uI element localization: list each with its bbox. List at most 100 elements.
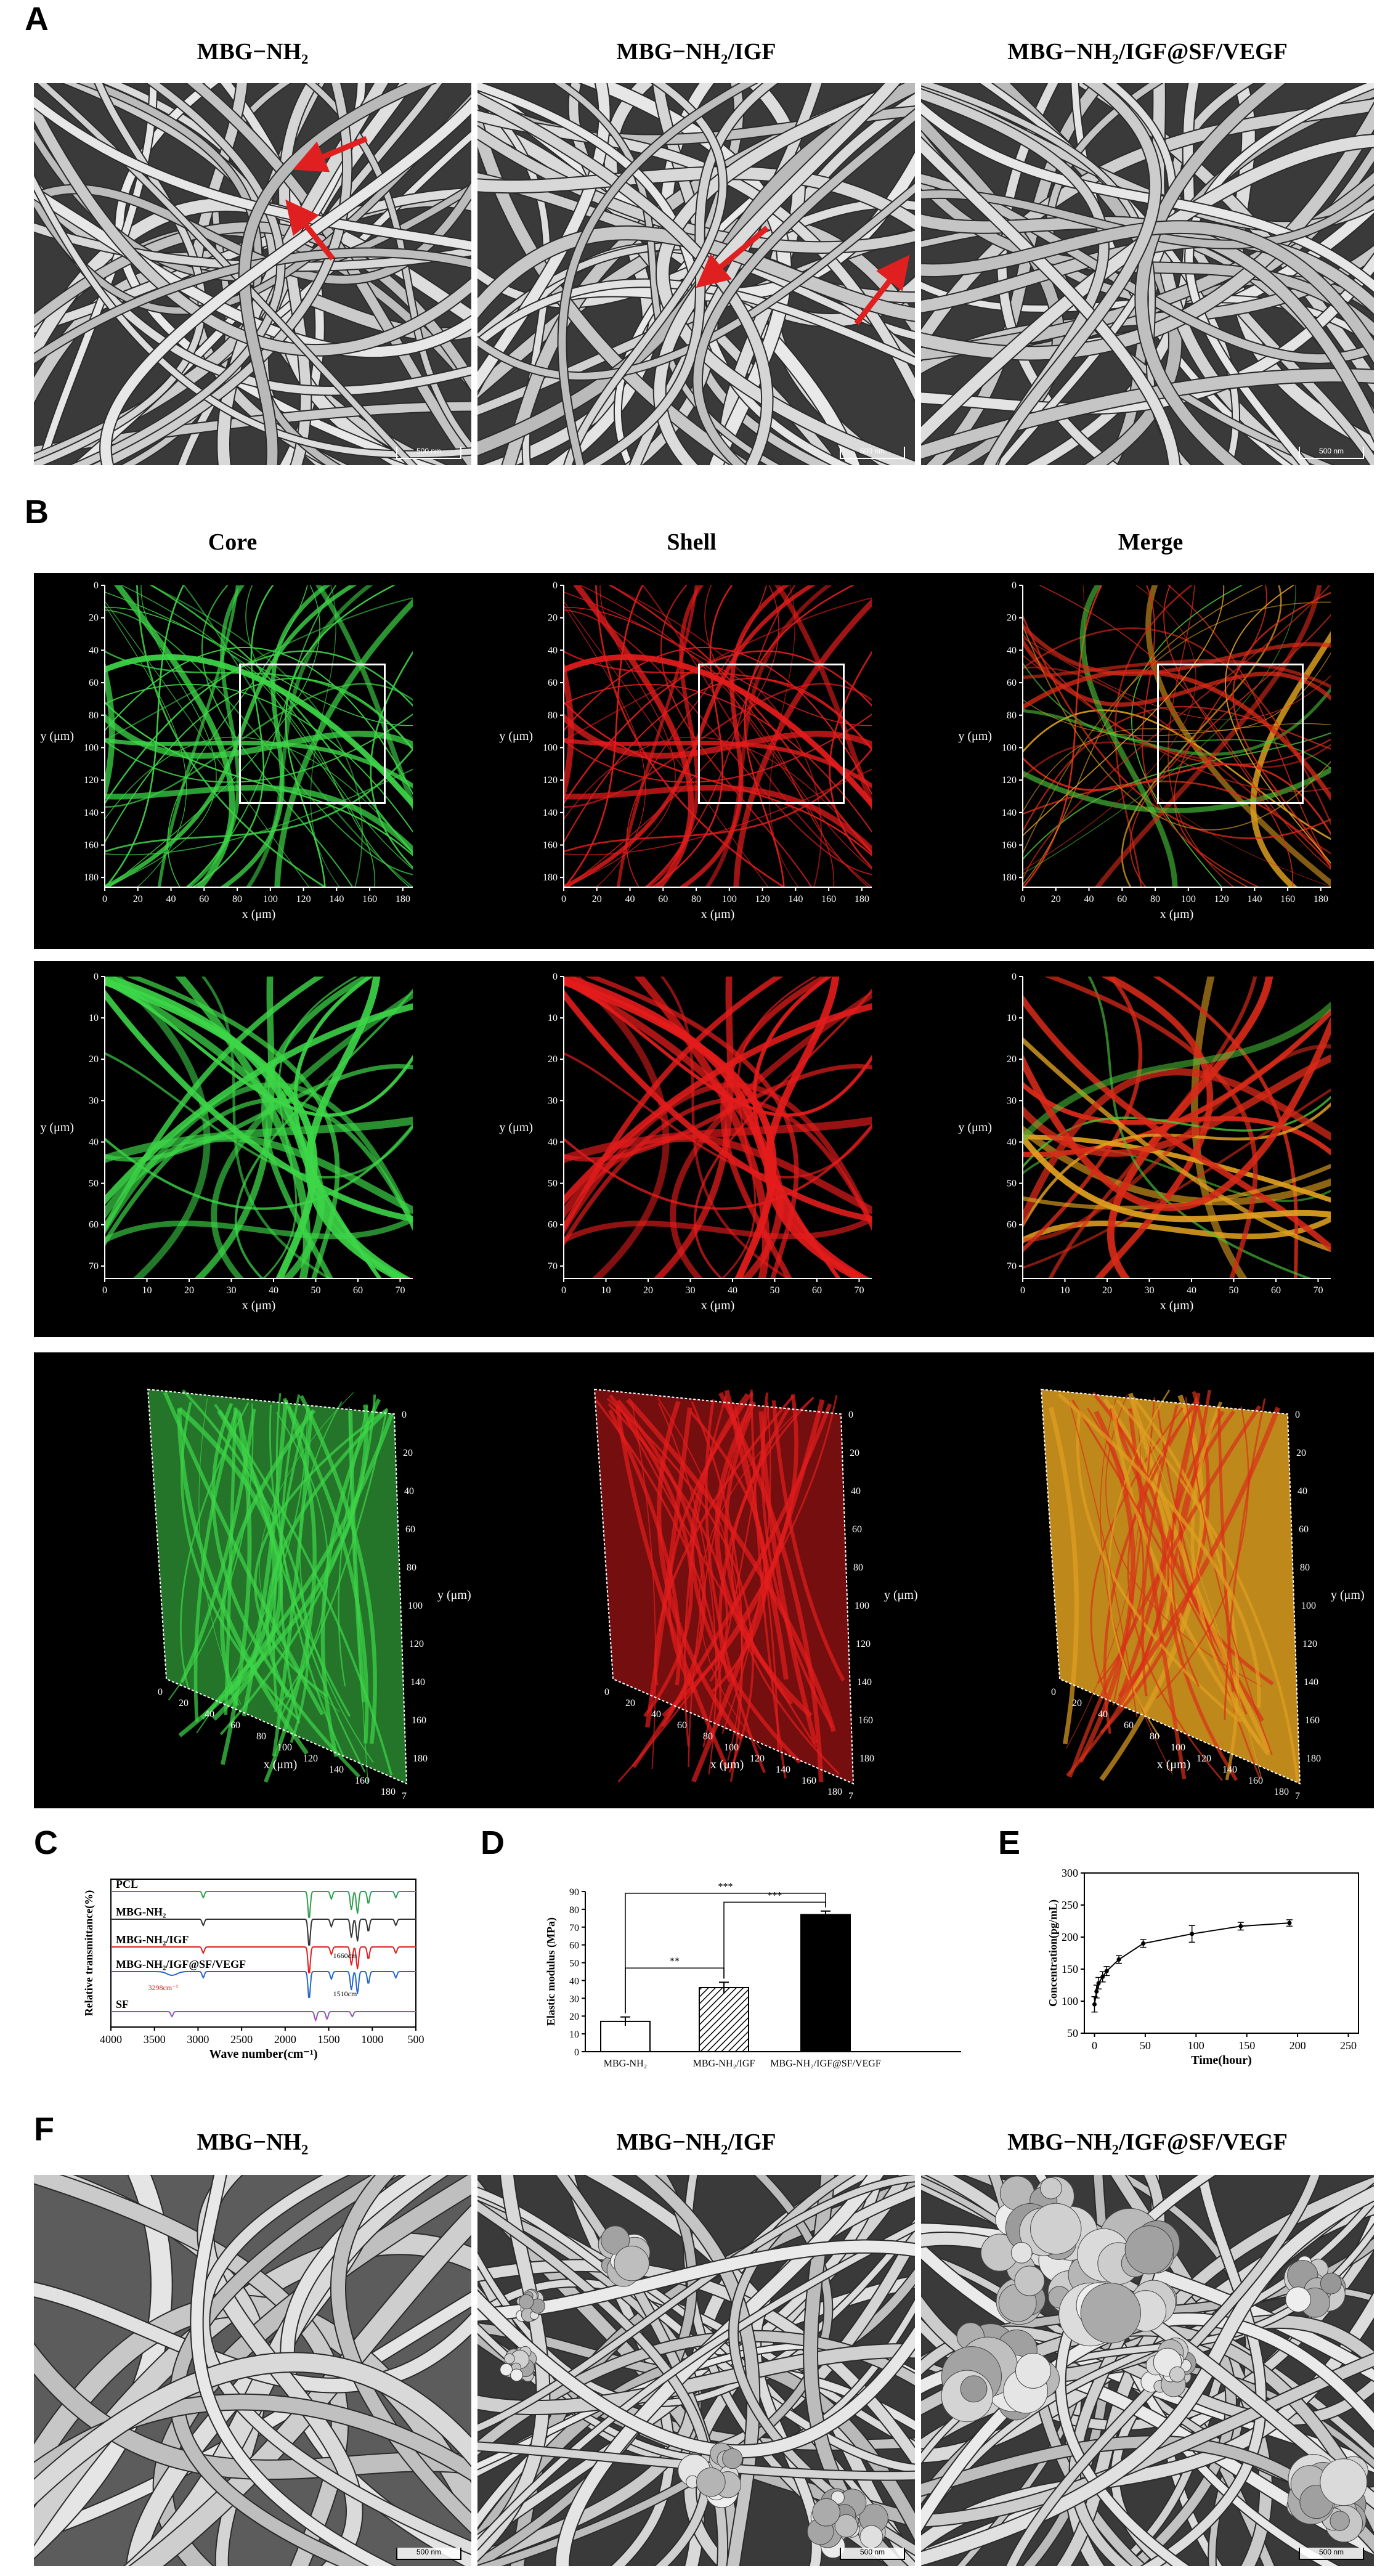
x-axis-label: x (μm) (1160, 1299, 1194, 1312)
fiber (105, 977, 325, 1233)
fiber (105, 597, 413, 741)
x-tick-label: 0 (604, 1687, 609, 1697)
significance-label: *** (768, 1890, 782, 1901)
fiber (653, 977, 734, 1278)
fiber (34, 248, 471, 364)
x-tick-label: 100 (722, 894, 737, 904)
y-tick-label: 0 (574, 2047, 579, 2058)
y-tick-label: 10 (548, 1013, 558, 1023)
ftir-chart: 4000 3500 3000 2500 2000 1500 1000 500 Wave numb… (83, 1878, 424, 2061)
particle-cluster (831, 2490, 845, 2505)
x-tick-label: 20 (1102, 1285, 1112, 1296)
x-tick-label: 20 (1072, 1698, 1082, 1709)
y-tick-label: 180 (1002, 872, 1017, 883)
y-axis-label: y (μm) (499, 1121, 533, 1134)
x-tick-label: MBG-NH₂/IGF (693, 2058, 755, 2069)
legend-label: MBG-NH₂/IGF (116, 1933, 189, 1946)
y-tick-label: 60 (1007, 1220, 1017, 1230)
fiber (1185, 1397, 1273, 1755)
x-tick-label: 20 (643, 1285, 653, 1296)
confocal-merge-zoom (1023, 977, 1331, 1278)
fiber (1023, 652, 1331, 813)
fiber (564, 980, 872, 1117)
y-tick-label: 30 (89, 1095, 99, 1106)
x-tick-label: 0 (1051, 1687, 1056, 1697)
panel-d-letter: D (481, 1824, 505, 1861)
y-tick-label: 0 (94, 972, 99, 982)
fiber (921, 2354, 1374, 2527)
fiber (691, 1401, 744, 1782)
y-axis-label: y (μm) (40, 729, 74, 743)
y-tick-label: 120 (1002, 775, 1017, 786)
fiber (1023, 585, 1331, 882)
fiber (1023, 741, 1331, 779)
panel-a-title-3: MBG−NH₂/IGF@SF/VEGF (1007, 39, 1288, 65)
series-line (111, 1891, 416, 1918)
fiber (564, 784, 872, 855)
fiber (656, 1400, 744, 1741)
x-tick-label: 160 (362, 894, 377, 904)
y-tick-label: 50 (89, 1179, 99, 1189)
y-tick-label: 70 (569, 1923, 579, 1933)
fiber (168, 1403, 254, 1701)
fiber (272, 1407, 310, 1707)
x-tick-label: 3000 (187, 2033, 209, 2046)
fiber (1068, 1405, 1262, 1778)
particle-cluster (1320, 2272, 1342, 2294)
fiber (477, 2201, 712, 2566)
fiber (1142, 2175, 1266, 2566)
fiber (201, 977, 332, 1278)
fiber (731, 1397, 840, 1775)
x-tick-label: 180 (381, 1787, 396, 1797)
fiber (211, 991, 413, 1278)
y-tick-label: 100 (1301, 1601, 1316, 1611)
fiber (180, 1402, 250, 1688)
x-tick-label: 60 (677, 1720, 687, 1731)
x-tick-label: 40 (269, 1285, 278, 1296)
x-tick-label: 40 (651, 1709, 661, 1720)
x-tick-label: 120 (303, 1753, 318, 1764)
x-tick-label: 40 (166, 894, 176, 904)
fiber (983, 83, 1161, 465)
fiber (167, 585, 308, 887)
x-tick-label: 140 (788, 894, 803, 904)
roi-box (239, 664, 386, 804)
y-axis-label: y (μm) (884, 1588, 918, 1602)
fiber (1023, 1088, 1331, 1269)
x-tick-label: 60 (230, 1720, 240, 1731)
y-axis-label: y (μm) (40, 1121, 74, 1134)
confocal-core-zoom (105, 977, 413, 1278)
fiber (580, 585, 872, 870)
fiber (71, 83, 285, 465)
x-tick-label: 20 (184, 1285, 194, 1296)
fiber (105, 1134, 413, 1220)
elastic-modulus-chart: 0 10 20 30 40 50 60 70 80 90 Elastic modulus (MPa)… (545, 1882, 961, 2069)
y-tick-label: 80 (407, 1562, 416, 1573)
y-tick-label: 180 (413, 1753, 428, 1764)
panel-b-title-merge: Merge (1118, 529, 1184, 555)
x-tick-label: 180 (396, 894, 410, 904)
x-tick-label: 100 (1188, 2039, 1204, 2052)
fiber (126, 977, 340, 1278)
x-axis-label: x (μm) (242, 908, 276, 921)
x-tick-label: 70 (395, 1285, 405, 1296)
data-point (1238, 1924, 1243, 1928)
fiber (275, 1393, 344, 1757)
x-tick-label: 100 (1181, 894, 1196, 904)
particle-cluster (859, 2525, 883, 2549)
x-axis-label: Wave number(cm⁻¹) (209, 2047, 318, 2061)
x-tick-label: 120 (755, 894, 770, 904)
fiber (657, 1397, 742, 1761)
y-tick-label: 90 (569, 1887, 579, 1898)
fiber (105, 609, 413, 876)
fiber (279, 1394, 301, 1723)
fiber (34, 176, 471, 458)
y-tick-label: 80 (853, 1562, 863, 1573)
x-tick-label: 120 (1196, 1753, 1211, 1764)
fiber (136, 585, 327, 887)
volume-outline (593, 1388, 855, 1785)
particle-cluster (722, 2448, 743, 2469)
fiber (477, 167, 915, 230)
fiber (556, 2175, 884, 2566)
x-tick-label: 40 (728, 1285, 737, 1296)
